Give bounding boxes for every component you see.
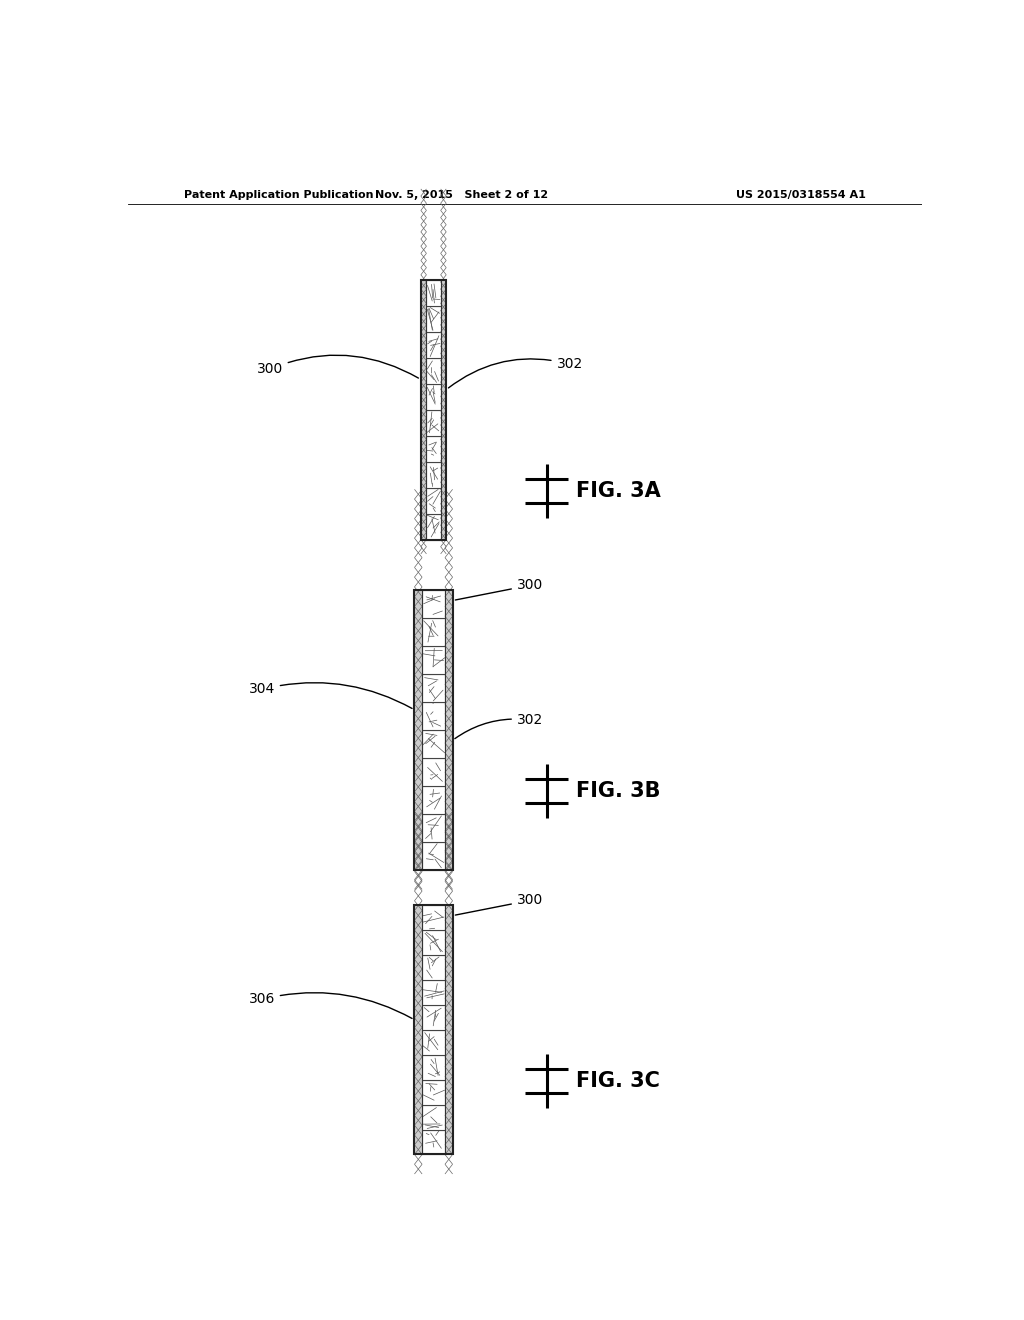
Bar	[422, 981, 445, 1005]
Bar	[415, 590, 453, 870]
Bar	[426, 384, 440, 411]
Text: 304: 304	[249, 682, 412, 709]
Text: Patent Application Publication: Patent Application Publication	[183, 190, 373, 201]
Bar	[415, 590, 453, 870]
Bar	[445, 590, 453, 870]
Text: Nov. 5, 2015   Sheet 2 of 12: Nov. 5, 2015 Sheet 2 of 12	[375, 190, 548, 201]
Bar	[445, 906, 453, 1155]
Bar	[422, 1130, 445, 1155]
Bar	[422, 758, 445, 785]
Text: FIG. 3A: FIG. 3A	[577, 482, 662, 502]
Bar	[422, 842, 445, 870]
Bar	[415, 590, 422, 870]
Bar	[426, 411, 440, 436]
Bar	[426, 436, 440, 462]
Bar	[422, 702, 445, 730]
Bar	[421, 280, 446, 540]
Text: 306: 306	[249, 993, 412, 1019]
Text: FIG. 3C: FIG. 3C	[577, 1071, 660, 1090]
Bar	[422, 675, 445, 702]
Text: 302: 302	[455, 713, 543, 739]
Text: 300: 300	[256, 355, 419, 378]
Bar	[422, 906, 445, 931]
Bar	[422, 618, 445, 647]
Bar	[426, 280, 440, 306]
Bar	[422, 590, 445, 618]
Bar	[421, 280, 426, 540]
Text: US 2015/0318554 A1: US 2015/0318554 A1	[736, 190, 866, 201]
Bar	[422, 1030, 445, 1055]
Bar	[415, 906, 453, 1155]
Bar	[422, 814, 445, 842]
Bar	[426, 487, 440, 513]
Bar	[422, 1080, 445, 1105]
Bar	[422, 1055, 445, 1080]
Bar	[426, 513, 440, 540]
Bar	[426, 306, 440, 333]
Bar	[422, 931, 445, 956]
Bar	[422, 647, 445, 675]
Bar	[422, 730, 445, 758]
Text: FIG. 3B: FIG. 3B	[577, 781, 660, 801]
Bar	[422, 956, 445, 981]
Bar	[422, 1005, 445, 1030]
Bar	[426, 358, 440, 384]
Text: 300: 300	[456, 578, 543, 601]
Bar	[415, 906, 422, 1155]
Bar	[426, 462, 440, 487]
Bar	[440, 280, 446, 540]
Bar	[422, 785, 445, 814]
Bar	[422, 1105, 445, 1130]
Bar	[415, 906, 453, 1155]
Text: 300: 300	[456, 894, 543, 915]
Bar	[421, 280, 446, 540]
Bar	[426, 333, 440, 358]
Text: 302: 302	[449, 358, 583, 388]
